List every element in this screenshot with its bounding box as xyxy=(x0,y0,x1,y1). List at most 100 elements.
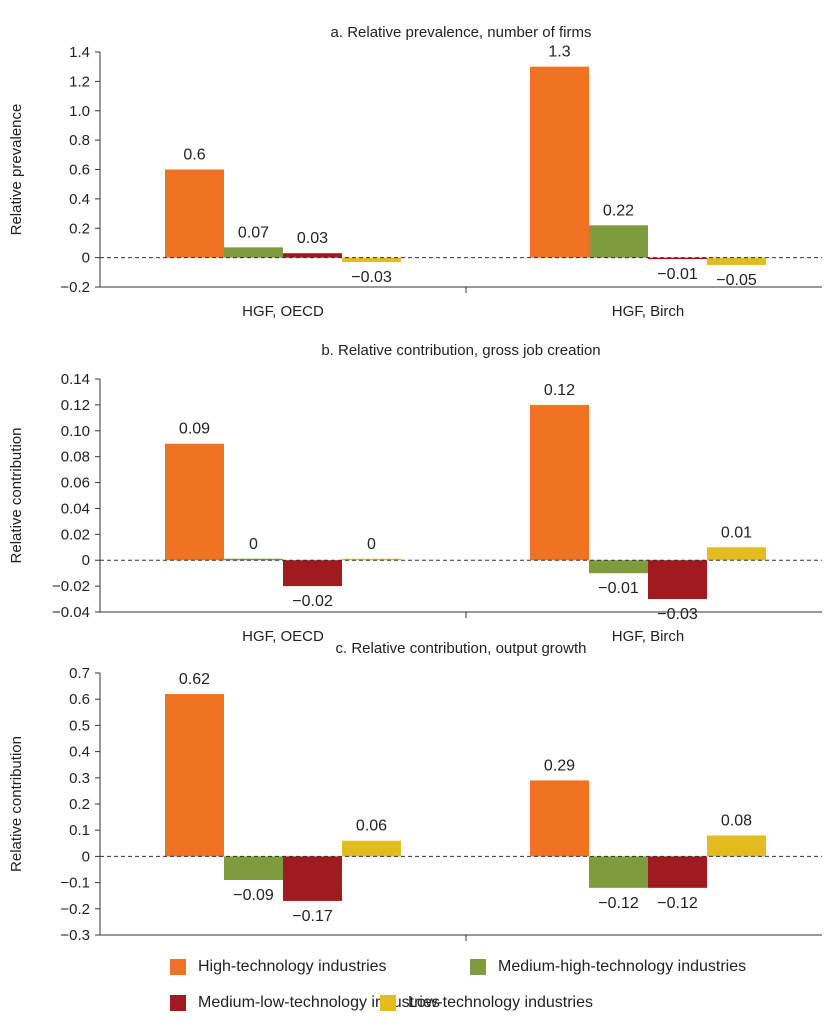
y-tick-label: 0.14 xyxy=(61,371,90,388)
y-tick-label: 0.02 xyxy=(61,526,90,543)
data-label: 0.06 xyxy=(356,818,387,835)
bar xyxy=(224,856,283,880)
legend-label-medium-high-tech: Medium-high-technology industries xyxy=(498,958,747,975)
y-tick-label: 0.6 xyxy=(69,162,90,179)
bar xyxy=(648,560,707,600)
data-label: −0.17 xyxy=(292,908,333,925)
legend: High-technology industries Medium-high-t… xyxy=(170,948,810,1026)
y-tick-label: 1.4 xyxy=(69,44,90,61)
y-tick-label: 0 xyxy=(82,250,90,267)
data-label: −0.03 xyxy=(351,269,392,286)
bar xyxy=(165,169,224,258)
chart-canvas: a. Relative prevalence, number of firms −… xyxy=(8,24,822,944)
legend-label-low-tech: Low-technology industries xyxy=(408,994,593,1011)
category-label: HGF, OECD xyxy=(242,628,324,645)
bar xyxy=(707,547,766,561)
legend-label-high-tech: High-technology industries xyxy=(198,958,387,975)
y-tick-label: 0 xyxy=(82,848,90,865)
data-label: 0 xyxy=(367,536,376,553)
bar xyxy=(530,404,589,561)
y-tick-label: 0.6 xyxy=(69,691,90,708)
y-tick-label: 0.2 xyxy=(69,220,90,237)
data-label: −0.01 xyxy=(657,266,698,283)
bar xyxy=(648,856,707,888)
y-tick-label: 0.5 xyxy=(69,717,90,734)
y-tick-label: 0 xyxy=(82,552,90,569)
data-label: −0.02 xyxy=(292,593,333,610)
legend-swatch-low-tech xyxy=(380,995,396,1011)
y-tick-label: 0.08 xyxy=(61,449,90,466)
y-tick-label: 0.12 xyxy=(61,397,90,414)
y-tick-label: 0.2 xyxy=(69,796,90,813)
y-tick-label: 0.3 xyxy=(69,770,90,787)
data-label: −0.05 xyxy=(716,272,757,289)
data-label: 0.6 xyxy=(183,147,205,164)
data-label: −0.12 xyxy=(598,895,639,912)
data-label: 0.29 xyxy=(544,757,575,774)
bar xyxy=(342,840,401,857)
legend-label-medium-low-tech: Medium-low-technology industries xyxy=(198,994,440,1011)
bar xyxy=(165,693,224,857)
y-tick-label: 1.2 xyxy=(69,73,90,90)
data-label: 0.01 xyxy=(721,524,752,541)
y-axis-label: Relative prevalence xyxy=(8,104,25,236)
data-label: 0.03 xyxy=(297,230,328,247)
y-tick-label: 1.0 xyxy=(69,103,90,120)
bar xyxy=(707,257,766,265)
y-tick-label: −0.02 xyxy=(52,578,90,595)
bar xyxy=(224,247,283,258)
bar xyxy=(283,253,342,258)
y-tick-label: 0.06 xyxy=(61,475,90,492)
legend-swatch-high-tech xyxy=(170,959,186,975)
category-label: HGF, Birch xyxy=(612,303,685,320)
y-axis-label: Relative contribution xyxy=(8,428,25,564)
panel-title: a. Relative prevalence, number of firms xyxy=(331,24,592,41)
y-tick-label: 0.10 xyxy=(61,423,90,440)
y-tick-label: 0.8 xyxy=(69,132,90,149)
y-tick-label: 0.4 xyxy=(69,744,90,761)
panel-title: b. Relative contribution, gross job crea… xyxy=(321,342,600,359)
data-label: −0.09 xyxy=(233,887,274,904)
y-tick-label: −0.2 xyxy=(60,279,90,296)
y-axis-label: Relative contribution xyxy=(8,736,25,872)
data-label: −0.01 xyxy=(598,580,639,597)
y-tick-label: 0.04 xyxy=(61,500,90,517)
category-label: HGF, Birch xyxy=(612,628,685,645)
y-tick-label: 0.7 xyxy=(69,665,90,682)
bar xyxy=(648,257,707,260)
data-label: 0.08 xyxy=(721,812,752,829)
bar xyxy=(530,780,589,857)
category-label: HGF, OECD xyxy=(242,303,324,320)
bar xyxy=(589,225,648,258)
legend-item-low-tech: Low-technology industries xyxy=(380,994,593,1012)
data-label: −0.03 xyxy=(657,606,698,623)
data-label: 0.09 xyxy=(179,421,210,438)
data-label: −0.12 xyxy=(657,895,698,912)
bar xyxy=(283,856,342,901)
legend-item-high-tech: High-technology industries xyxy=(170,958,387,976)
data-label: 0.62 xyxy=(179,671,210,688)
bar xyxy=(589,560,648,574)
legend-item-medium-high-tech: Medium-high-technology industries xyxy=(470,958,746,976)
y-tick-label: −0.3 xyxy=(60,927,90,944)
bar xyxy=(342,257,401,263)
y-tick-label: −0.04 xyxy=(52,604,90,621)
panel-title: c. Relative contribution, output growth xyxy=(336,640,587,657)
data-label: 0 xyxy=(249,536,258,553)
data-label: 0.12 xyxy=(544,382,575,399)
y-tick-label: 0.1 xyxy=(69,822,90,839)
data-label: 0.22 xyxy=(603,202,634,219)
bar xyxy=(530,66,589,258)
bar xyxy=(342,558,401,561)
legend-swatch-medium-high-tech xyxy=(470,959,486,975)
bar xyxy=(165,443,224,561)
y-tick-label: −0.2 xyxy=(60,901,90,918)
legend-item-medium-low-tech: Medium-low-technology industries xyxy=(170,994,440,1012)
y-tick-label: 0.4 xyxy=(69,191,90,208)
bar xyxy=(224,558,283,561)
legend-swatch-medium-low-tech xyxy=(170,995,186,1011)
bar xyxy=(283,560,342,587)
data-label: 1.3 xyxy=(548,44,570,61)
bar xyxy=(589,856,648,888)
data-label: 0.07 xyxy=(238,224,269,241)
